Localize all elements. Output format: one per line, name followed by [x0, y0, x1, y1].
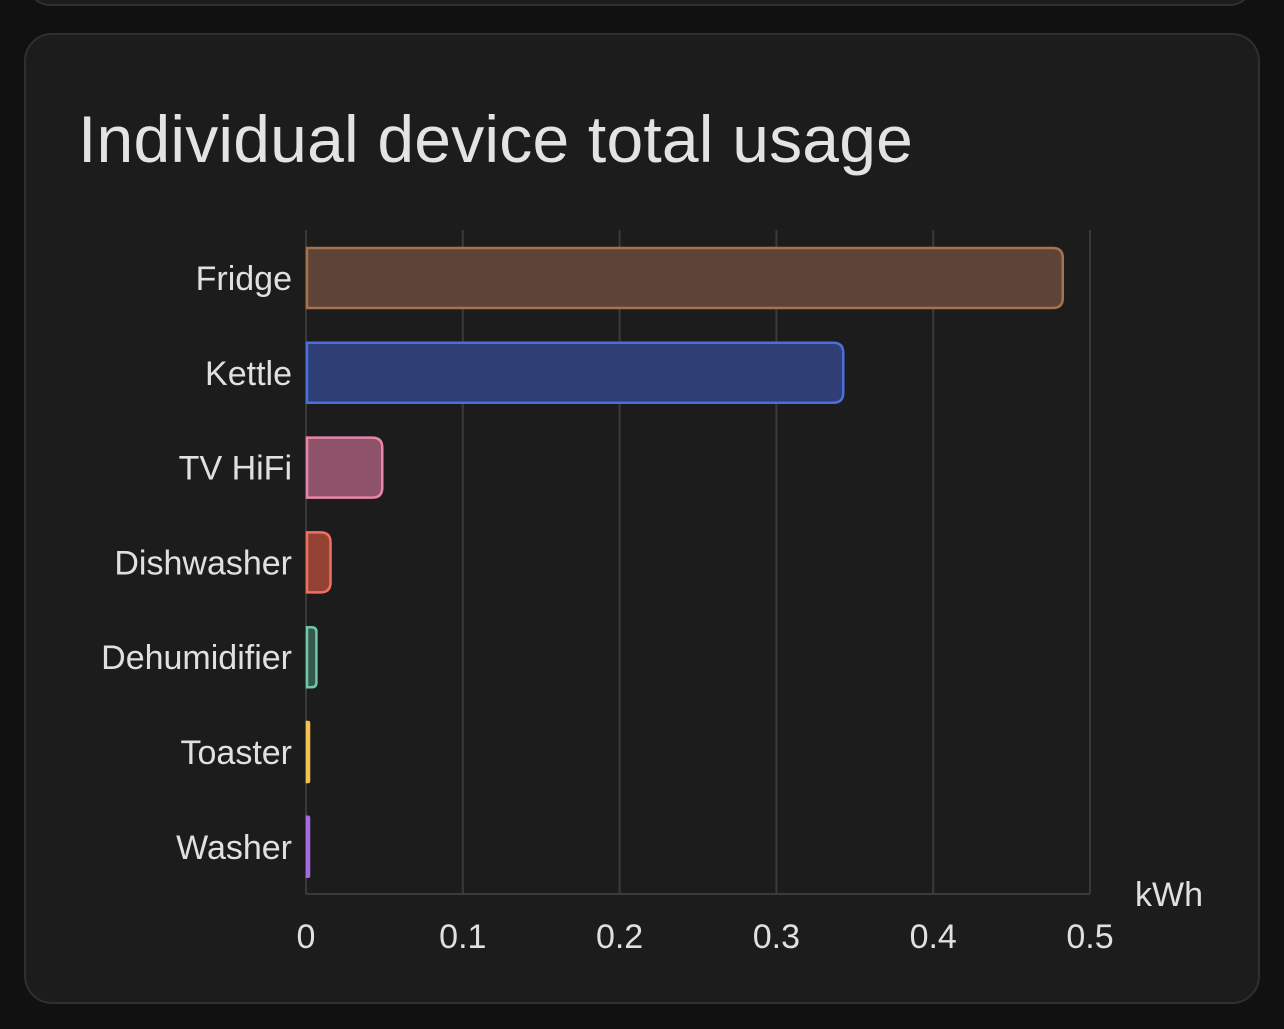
bar-dishwasher [305, 531, 332, 594]
category-label: TV HiFi [179, 450, 292, 488]
x-tick-label: 0.1 [439, 918, 486, 956]
x-tick-label: 0.5 [1066, 918, 1113, 956]
bar-kettle [305, 341, 845, 405]
category-label: Fridge [196, 260, 292, 298]
bar-tv-hifi [305, 436, 384, 499]
bar-chart: 0 0.1 0.2 0.3 0.4 0.5 kWh Fridge Kettle TV HiFi Di… [101, 230, 1203, 956]
bar-toaster [305, 720, 311, 784]
bar-dehumidifier [305, 625, 318, 689]
category-label: Kettle [205, 355, 292, 393]
x-tick-label: 0.4 [910, 918, 957, 956]
x-tick-label: 0.2 [596, 918, 643, 956]
x-tick-label: 0.3 [753, 918, 800, 956]
card-title: Individual device total usage [78, 102, 914, 176]
category-label: Dehumidifier [101, 639, 292, 677]
category-label: Dishwasher [114, 544, 292, 582]
x-tick-label: 0 [297, 918, 316, 956]
device-usage-card: Individual device total usage 0 0.1 0.2 0.3… [24, 33, 1260, 1004]
previous-card-edge [27, 0, 1253, 6]
bar-washer [305, 815, 311, 879]
category-label: Toaster [181, 734, 293, 772]
bar-fridge [305, 246, 1065, 310]
category-label: Washer [176, 829, 292, 867]
x-axis-unit-label: kWh [1135, 876, 1203, 914]
